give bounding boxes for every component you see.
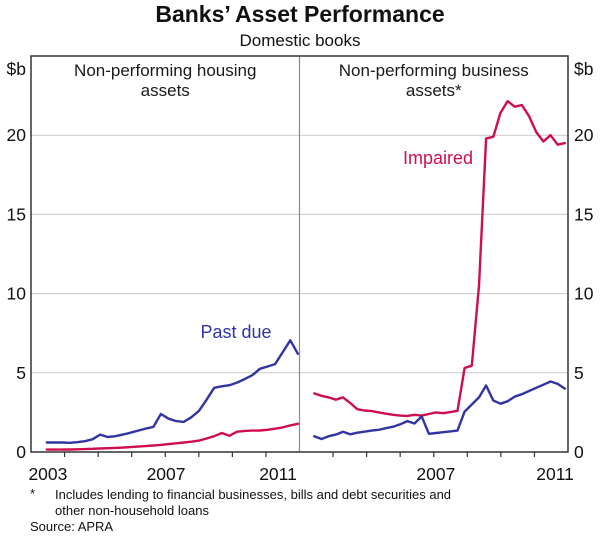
y-tick-label-left: 0 (16, 442, 26, 462)
series-line-impaired (313, 99, 566, 418)
plot-border (30, 55, 569, 453)
y-tick-label-left: 5 (16, 363, 26, 383)
series-line-past-due (45, 339, 300, 444)
y-axis-unit-right: $b (574, 59, 593, 79)
source-note: Source: APRA (30, 519, 114, 534)
footnote-line-1: Includes lending to financial businesses… (55, 487, 452, 502)
y-tick-label-right: 20 (574, 125, 594, 145)
panel-header: Non-performing housing (74, 61, 256, 80)
y-tick-label-right: 0 (574, 442, 584, 462)
y-tick-label-right: 15 (574, 204, 593, 224)
y-tick-label-left: 15 (7, 204, 26, 224)
panel-header: Non-performing business (339, 61, 529, 80)
footnote-line-2: other non-household loans (55, 503, 209, 518)
x-tick-label: 2011 (259, 464, 297, 484)
y-tick-label-left: 10 (7, 284, 27, 304)
footnote-marker: * (30, 486, 36, 501)
series-line-impaired (45, 422, 300, 451)
panel-header: assets* (406, 81, 462, 100)
y-tick-label-right: 10 (574, 284, 594, 304)
x-tick-label: 2003 (28, 464, 67, 484)
series-line-past-due (313, 380, 566, 441)
y-tick-label-right: 5 (574, 363, 584, 383)
chart-subtitle: Domestic books (239, 31, 361, 50)
y-axis-unit-left: $b (7, 59, 26, 79)
x-tick-label: 2007 (416, 464, 455, 484)
x-tick-label: 2007 (147, 464, 186, 484)
y-tick-label-left: 20 (7, 125, 27, 145)
series-label-impaired: Impaired (403, 148, 473, 168)
series-label-past-due: Past due (200, 322, 271, 342)
panel-header: assets (141, 81, 190, 100)
x-tick-label: 2011 (536, 464, 574, 484)
chart-title: Banks’ Asset Performance (155, 1, 445, 27)
